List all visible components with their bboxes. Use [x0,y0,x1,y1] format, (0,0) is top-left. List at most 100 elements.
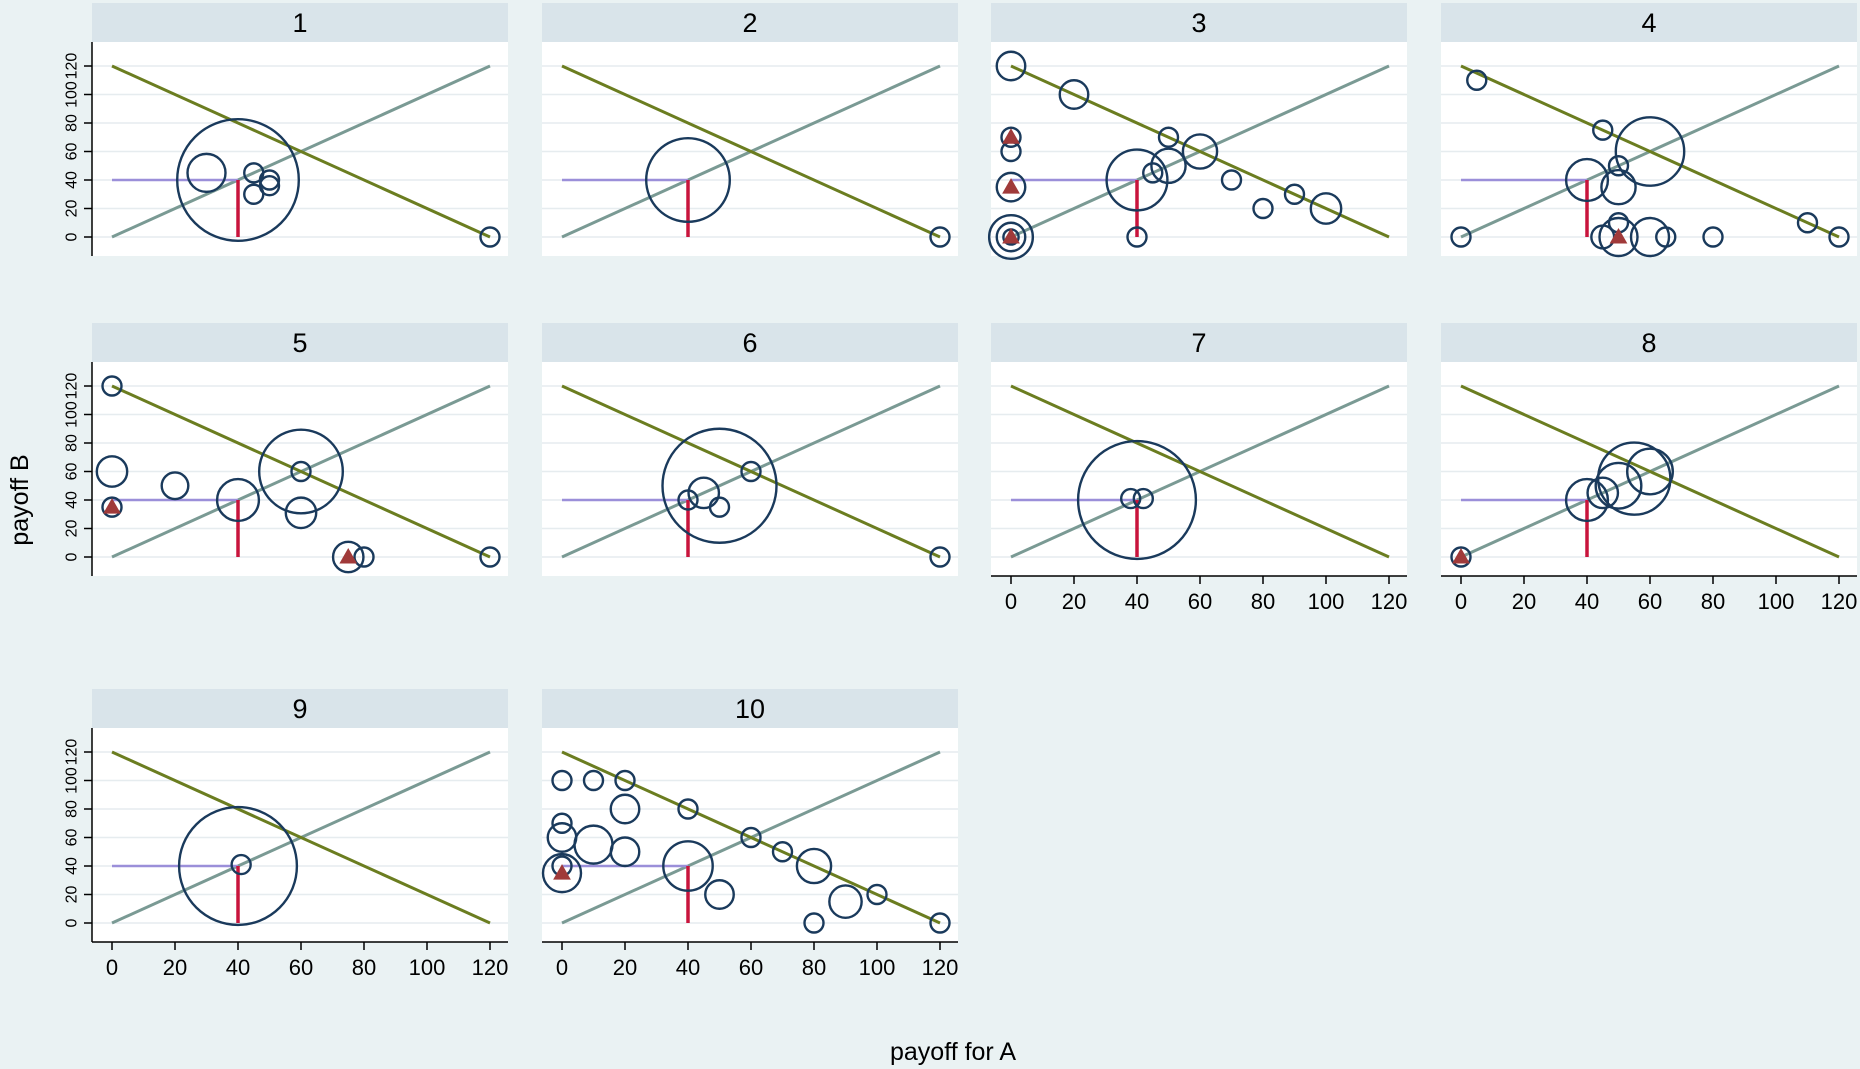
efficiency-line [1460,384,1840,559]
x-tick-label: 20 [163,955,187,980]
x-tick-label: 60 [1638,589,1662,614]
panel-title: 5 [292,328,307,358]
data-point-triangle [1002,178,1020,194]
panel-header [1441,3,1857,42]
panel-title: 8 [1641,328,1656,358]
panel-title: 4 [1641,8,1656,38]
data-point-circle [551,769,573,792]
data-point-circle [101,496,123,518]
panel-header [1441,323,1857,362]
data-point-circle [101,375,123,397]
y-tick-label: 40 [64,171,81,189]
panel-title: 10 [735,694,765,724]
data-point-circle [1600,168,1637,206]
data-point-triangle [1452,547,1470,564]
data-point-circle [230,853,252,876]
data-point-circle [677,798,699,820]
plot-area [92,728,508,942]
data-point-circle [803,912,825,934]
y-tick-label: 120 [64,739,81,766]
data-point-circle [740,460,762,483]
panel-header [542,689,958,728]
x-tick-label: 40 [1125,589,1149,614]
data-point-circle [987,213,1035,261]
data-point-circle [662,840,714,892]
data-point-circle [1450,546,1472,568]
efficiency-line [561,384,941,559]
panel-8: 80 20 40 60 80 100 120 [1441,323,1857,614]
y-tick-label: 100 [64,81,81,108]
panel-header [542,3,958,42]
data-point-circle [160,471,190,501]
data-point-circle [677,489,699,511]
efficiency-line [1460,64,1840,239]
data-point-circle [828,884,863,919]
x-axis-title: payoff for A [890,1038,1016,1066]
data-point-circle [1655,226,1677,248]
data-point-circle [614,769,636,792]
data-point-circle [995,221,1027,253]
data-point-circle [479,226,501,248]
panel-header [991,323,1407,362]
data-point-circle [1796,212,1819,234]
data-point-circle [1181,133,1219,170]
data-point-triangle [1002,227,1020,244]
data-point-circle [1828,226,1850,248]
panel-header [991,3,1407,42]
efficiency-line [111,64,491,239]
data-point-triangle [1002,128,1020,144]
y-tick-label: 60 [64,829,81,847]
panel-title: 1 [292,8,307,38]
y-tick-label: 40 [64,491,81,509]
y-tick-label: 80 [64,114,81,132]
x-tick-label: 0 [556,955,568,980]
panel-6: 6 [542,323,958,576]
data-point-circle [609,793,641,825]
x-tick-label: 20 [1062,589,1086,614]
data-point-circle [284,496,318,530]
y-tick-label: 0 [64,232,81,241]
x-tick-label: 100 [859,955,896,980]
x-tick-label: 80 [352,955,376,980]
y-tick-label: 40 [64,857,81,875]
data-point-circle [243,183,265,205]
data-point-circle [1126,226,1148,248]
x-tick-label: 100 [1758,589,1795,614]
panel-3: 3 [987,3,1407,261]
y-axis-title: payoff B [6,454,34,545]
data-point-circle [177,805,299,927]
panel-header [92,323,508,362]
x-tick-label: 0 [1005,589,1017,614]
data-point-circle [1466,69,1488,91]
x-tick-label: 40 [1575,589,1599,614]
data-point-circle [258,169,281,191]
plot-area [991,42,1407,256]
data-point-circle [95,455,129,488]
x-tick-label: 20 [613,955,637,980]
x-tick-label: 20 [1512,589,1536,614]
panel-header [542,323,958,362]
data-point-circle [186,152,227,194]
panel-title: 9 [292,694,307,724]
data-point-circle [1607,155,1630,177]
efficiency-line [561,64,941,239]
panel-title: 3 [1191,8,1206,38]
y-tick-label: 0 [64,552,81,561]
data-point-triangle [339,547,358,564]
data-point-circle [1614,116,1686,187]
data-point-circle [541,852,583,894]
y-tick-label: 100 [64,401,81,428]
efficiency-line [1010,384,1390,559]
data-point-circle [740,826,762,849]
plot-area [92,362,508,576]
data-point-circle [1309,192,1343,225]
x-tick-label: 120 [472,955,509,980]
y-tick-label: 80 [64,434,81,452]
data-point-circle [1629,216,1671,258]
plot-area [92,42,508,256]
